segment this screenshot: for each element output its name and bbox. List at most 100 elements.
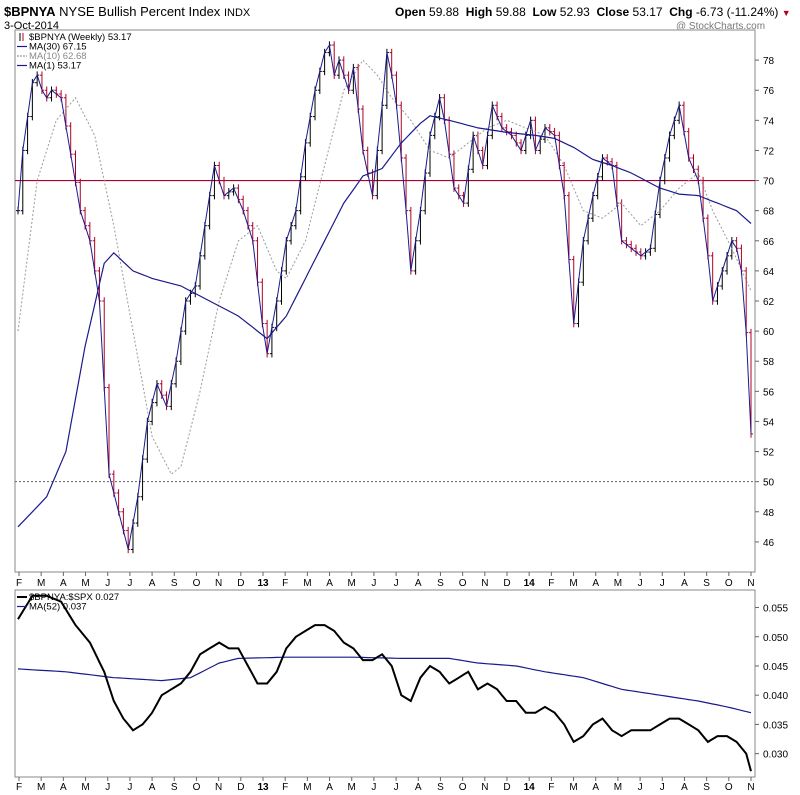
ohlc-bar [638, 248, 643, 260]
ratio-ytick-label: 0.045 [763, 662, 788, 673]
ohlc-bar [749, 328, 753, 438]
price-xtick-label: M [303, 578, 311, 589]
price-xtick-label: F [16, 578, 22, 589]
price-xtick-label: O [193, 578, 201, 589]
price-ytick-label: 68 [763, 207, 775, 218]
header-quote: Open 59.88 High 59.88 Low 52.93 Close 53… [395, 5, 791, 19]
price-xtick-label: J [638, 578, 643, 589]
high-label: High [465, 5, 493, 19]
price-xtick-label: A [60, 578, 67, 589]
ratio-legend-item: MA(52) 0.037 [17, 602, 87, 613]
price-xtick-label: S [703, 578, 710, 589]
ratio-xtick-label: D [237, 782, 244, 793]
price-ytick-label: 66 [763, 237, 775, 248]
price-ytick-label: 74 [763, 116, 775, 127]
ratio-xtick-label: S [171, 782, 178, 793]
ratio-xtick-label: J [127, 782, 132, 793]
price-legend-label: MA(10) 62.68 [29, 51, 87, 62]
ratio-xtick-label: N [215, 782, 222, 793]
price-xtick-label: A [149, 578, 156, 589]
price-legend-item: MA(30) 67.15 [17, 42, 87, 53]
price-ytick-label: 58 [763, 357, 775, 368]
ratio-xtick-label: N [747, 782, 754, 793]
low-label: Low [532, 5, 557, 19]
ohlc-bar [231, 184, 236, 196]
price-xtick-label: N [215, 578, 222, 589]
ma1-line [17, 43, 752, 550]
price-xtick-label: A [415, 578, 422, 589]
ohlc-bar [629, 240, 634, 253]
price-legend-item: $BPNYA (Weekly) 53.17 [19, 32, 132, 43]
price-xtick-label: J [660, 578, 665, 589]
price-xtick-label: O [725, 578, 733, 589]
ratio-xtick-label: D [503, 782, 510, 793]
ratio-xtick-label: A [149, 782, 156, 793]
ohlc-bar [624, 237, 629, 249]
price-legend-item: MA(10) 62.68 [17, 51, 87, 62]
symbol: $BPNYA [4, 4, 56, 19]
price-ytick-label: 48 [763, 508, 775, 519]
ratio-xtick-label: O [725, 782, 733, 793]
ratio-xtick-label: A [592, 782, 599, 793]
price-xtick-label: O [459, 578, 467, 589]
price-xtick-label: M [348, 578, 356, 589]
ratio-ytick-label: 0.055 [763, 604, 788, 615]
low-value: 52.93 [559, 5, 590, 19]
header-date: 3-Oct-2014 [4, 20, 60, 32]
watermark: @ StockCharts.com [676, 21, 766, 32]
header-title: $BPNYA NYSE Bullish Percent Index INDX [4, 4, 250, 19]
ohlc-bar [542, 124, 547, 143]
open-value: 59.88 [429, 5, 460, 19]
price-xtick-label: A [592, 578, 599, 589]
ratio-xtick-label: J [638, 782, 643, 793]
price-ytick-label: 76 [763, 86, 775, 97]
ohlc-bar [54, 86, 59, 98]
price-legend-label: $BPNYA (Weekly) 53.17 [29, 32, 132, 43]
ratio-xtick-label: S [437, 782, 444, 793]
price-ytick-label: 52 [763, 448, 775, 459]
ohlc-bar [226, 188, 231, 200]
price-ytick-label: 70 [763, 177, 775, 188]
ratio-xtick-label: 14 [524, 782, 536, 793]
ma30-line [17, 115, 752, 528]
price-xtick-label: 14 [524, 578, 536, 589]
ratio-xtick-label: F [16, 782, 22, 793]
close-value: 53.17 [632, 5, 663, 19]
close-label: Close [596, 5, 630, 19]
ratio-panel-frame [14, 589, 756, 778]
exchange: INDX [223, 7, 251, 19]
price-ytick-label: 72 [763, 146, 775, 157]
price-ytick-label: 64 [763, 267, 775, 278]
ratio-xtick-label: A [326, 782, 333, 793]
ratio-xtick-label: J [371, 782, 376, 793]
price-xtick-label: S [171, 578, 178, 589]
ohlc-bar [49, 86, 54, 102]
price-xtick-label: J [371, 578, 376, 589]
price-ytick-label: 54 [763, 417, 775, 428]
ratio-xtick-label: S [703, 782, 710, 793]
price-legend-item: MA(1) 53.17 [17, 61, 81, 72]
price-ytick-label: 50 [763, 478, 775, 489]
ratio-xtick-label: A [60, 782, 67, 793]
ratio-xtick-label: M [37, 782, 45, 793]
price-xtick-label: J [105, 578, 110, 589]
price-xtick-label: A [326, 578, 333, 589]
ratio-xtick-label: F [548, 782, 554, 793]
open-label: Open [395, 5, 426, 19]
ohlc-bar [643, 248, 648, 260]
price-legend-label: MA(30) 67.15 [29, 42, 87, 53]
price-xtick-label: M [569, 578, 577, 589]
ratio-xtick-label: M [614, 782, 622, 793]
high-value: 59.88 [495, 5, 526, 19]
price-xtick-label: M [37, 578, 45, 589]
price-xtick-label: 13 [257, 578, 269, 589]
ratio-xtick-label: J [394, 782, 399, 793]
ohlc-bar [107, 383, 112, 478]
ratio-line [17, 594, 752, 772]
ratio-xtick-label: N [481, 782, 488, 793]
price-xtick-label: J [394, 578, 399, 589]
ratio-ytick-label: 0.050 [763, 633, 788, 644]
ratio-ma52-line [17, 656, 752, 714]
ohlc-bar [634, 244, 639, 256]
ratio-xtick-label: O [459, 782, 467, 793]
